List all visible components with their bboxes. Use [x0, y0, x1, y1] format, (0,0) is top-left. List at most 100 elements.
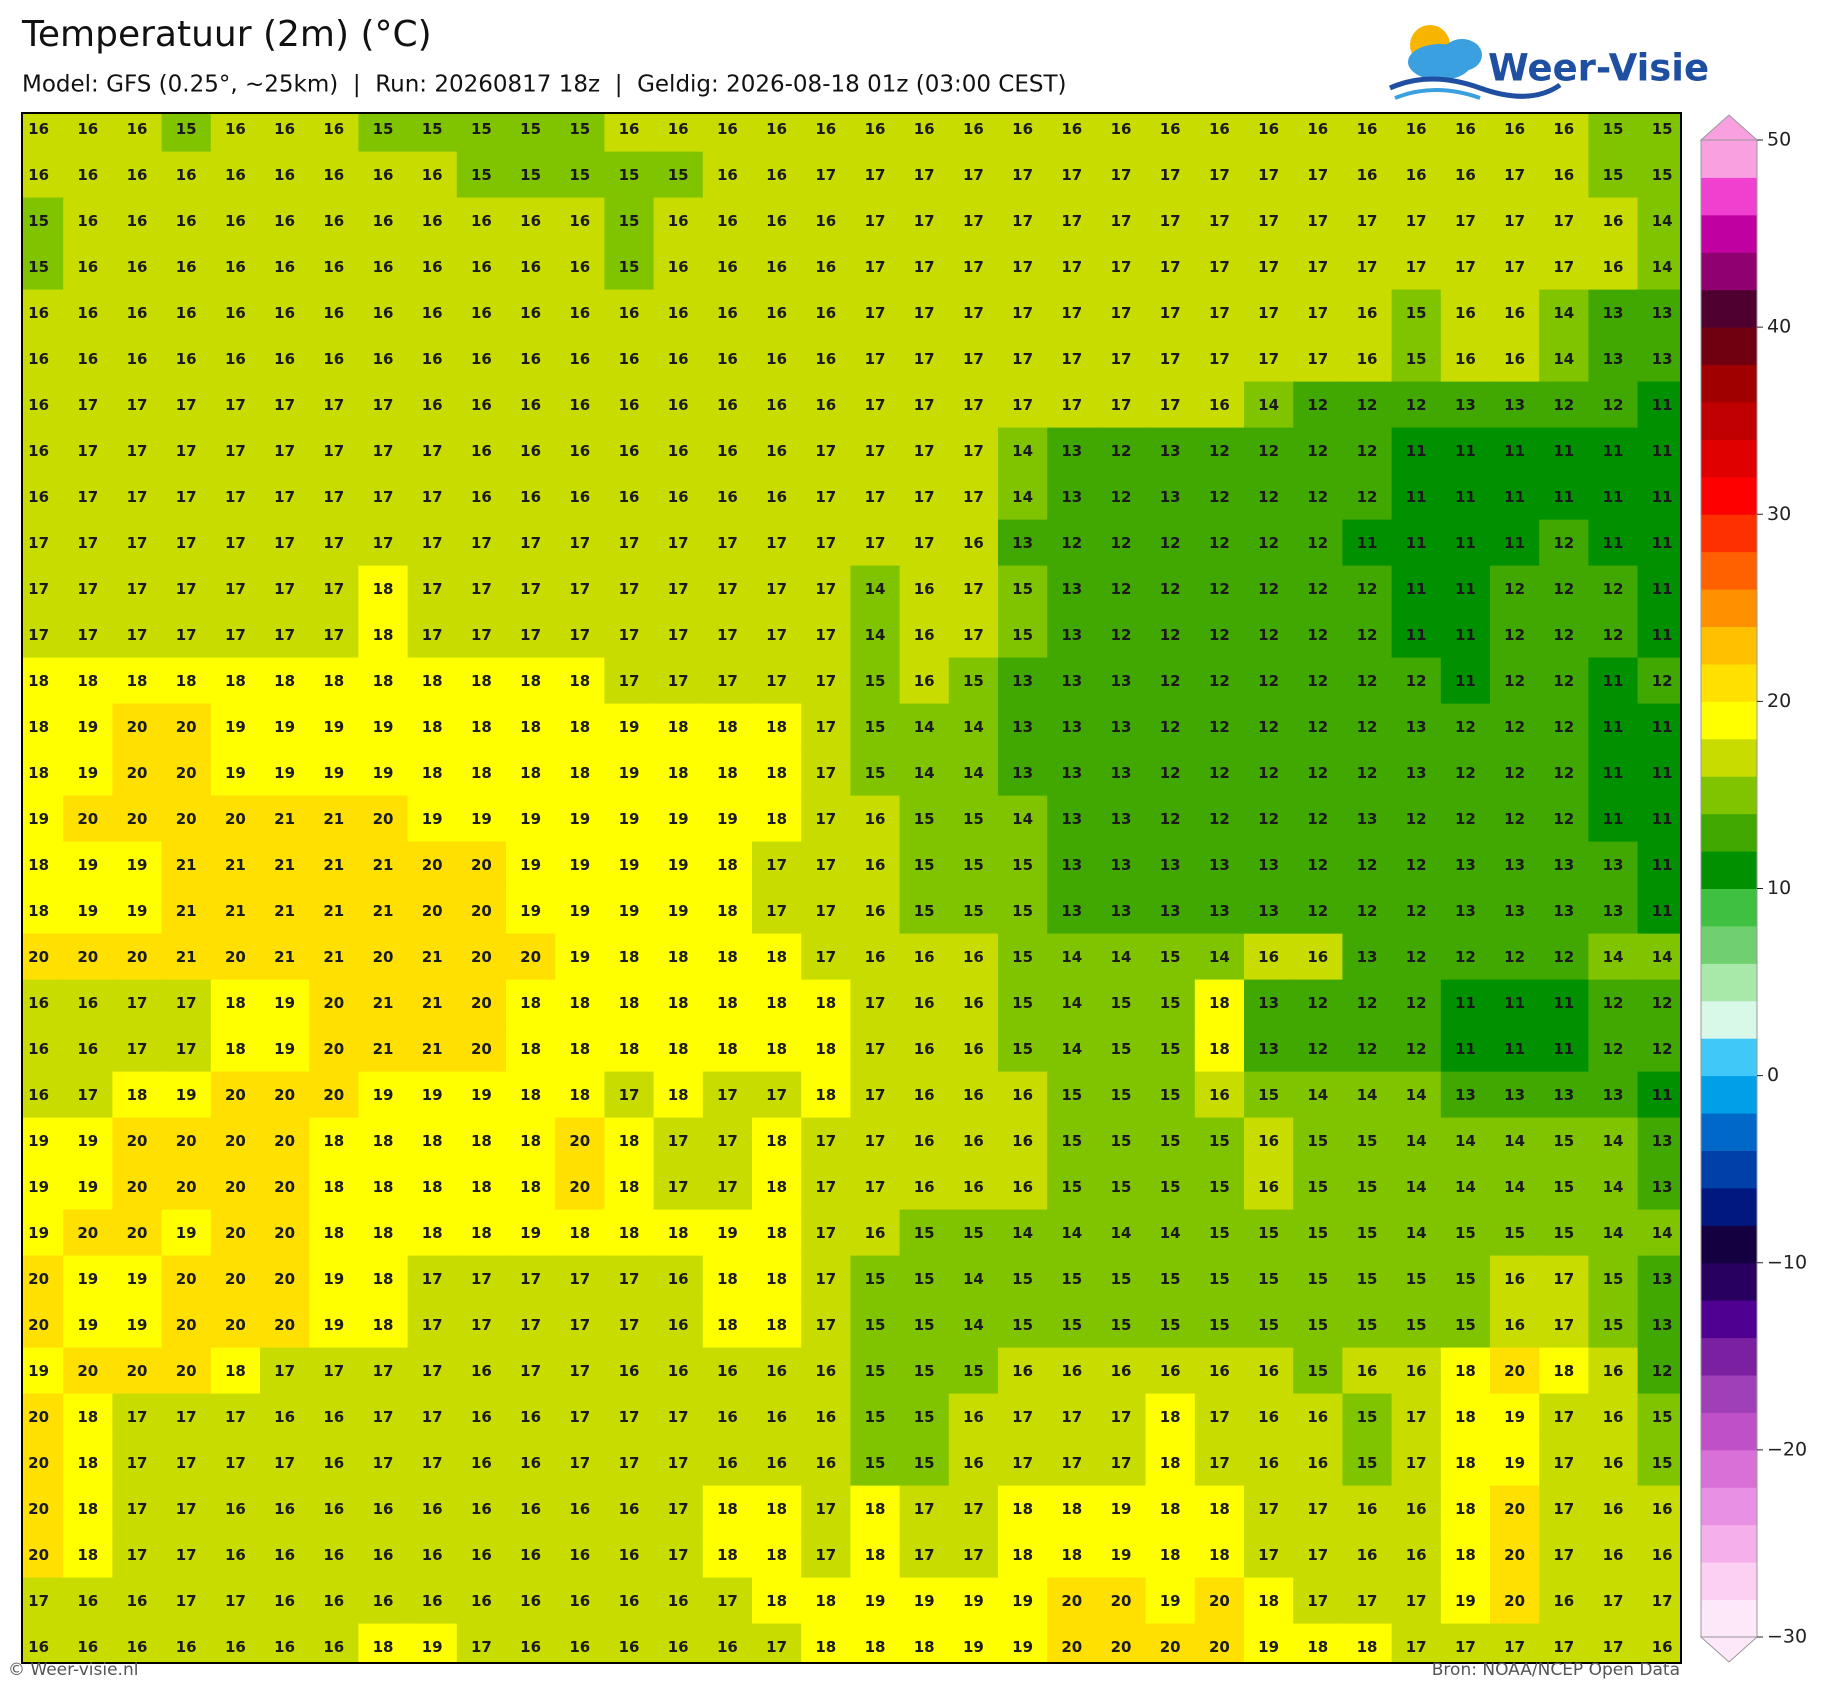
temperature-cell — [1342, 565, 1393, 613]
temperature-value: 13 — [1061, 764, 1082, 782]
temperature-value: 18 — [471, 718, 492, 736]
temperature-value: 15 — [1652, 166, 1673, 184]
temperature-cell — [555, 381, 605, 429]
temperature-value: 16 — [28, 1040, 49, 1058]
temperature-value: 16 — [520, 304, 541, 322]
temperature-value: 17 — [225, 626, 246, 644]
temperature-cell — [161, 381, 212, 429]
temperature-value: 16 — [28, 488, 49, 506]
temperature-cell — [801, 657, 851, 705]
temperature-value: 11 — [1455, 580, 1476, 598]
temperature-value: 12 — [1307, 442, 1328, 460]
temperature-cell — [801, 289, 851, 337]
temperature-value: 17 — [176, 488, 197, 506]
temperature-cell — [260, 427, 310, 475]
temperature-value: 16 — [1012, 1178, 1033, 1196]
temperature-cell — [210, 473, 261, 521]
temperature-cell — [1637, 427, 1681, 475]
temperature-cell — [948, 611, 999, 659]
temperature-value: 17 — [323, 534, 344, 552]
temperature-cell — [22, 749, 64, 797]
temperature-value: 21 — [373, 902, 394, 920]
temperature-value: 19 — [323, 1316, 344, 1334]
temperature-value: 20 — [274, 1316, 295, 1334]
temperature-value: 18 — [619, 1224, 640, 1242]
temperature-value: 17 — [1307, 350, 1328, 368]
temperature-cell — [1539, 519, 1589, 567]
colorbar-band — [1701, 514, 1757, 553]
temperature-value: 15 — [914, 902, 935, 920]
temperature-value: 12 — [1553, 580, 1574, 598]
temperature-value: 12 — [1455, 810, 1476, 828]
temperature-value: 16 — [422, 1500, 443, 1518]
temperature-cell — [22, 427, 64, 475]
temperature-value: 17 — [323, 1362, 344, 1380]
temperature-value: 17 — [619, 1408, 640, 1426]
temperature-value: 15 — [1357, 1270, 1378, 1288]
temperature-value: 21 — [422, 994, 443, 1012]
temperature-cell — [1194, 519, 1245, 567]
title: Temperatuur (2m) (°C) — [21, 14, 432, 55]
temperature-value: 11 — [1406, 488, 1427, 506]
temperature-cell — [260, 749, 310, 797]
temperature-value: 12 — [1209, 488, 1230, 506]
temperature-cell — [309, 611, 359, 659]
temperature-value: 19 — [471, 810, 492, 828]
temperature-cell — [161, 113, 212, 153]
temperature-value: 15 — [471, 120, 492, 138]
temperature-cell — [1244, 611, 1294, 659]
temperature-value: 17 — [225, 442, 246, 460]
temperature-value: 18 — [1455, 1408, 1476, 1426]
temperature-cell — [850, 473, 901, 521]
temperature-value: 18 — [1061, 1546, 1082, 1564]
temperature-value: 16 — [914, 1040, 935, 1058]
temperature-cell — [1194, 151, 1245, 199]
logo-icon — [1388, 25, 1562, 100]
temperature-cell — [1047, 243, 1097, 291]
temperature-cell — [1293, 289, 1343, 337]
temperature-value: 15 — [1307, 1316, 1328, 1334]
temperature-value: 17 — [569, 1270, 590, 1288]
temperature-value: 15 — [1111, 1316, 1132, 1334]
temperature-value: 19 — [1504, 1408, 1525, 1426]
temperature-value: 16 — [1504, 304, 1525, 322]
temperature-cell — [506, 427, 556, 475]
temperature-value: 19 — [668, 810, 689, 828]
temperature-value: 18 — [225, 672, 246, 690]
temperature-value: 11 — [1603, 718, 1624, 736]
temperature-cell — [1293, 113, 1343, 153]
temperature-value: 21 — [323, 948, 344, 966]
temperature-value: 13 — [1111, 810, 1132, 828]
temperature-value: 18 — [471, 1224, 492, 1242]
temperature-value: 12 — [1307, 672, 1328, 690]
temperature-value: 18 — [717, 994, 738, 1012]
temperature-value: 16 — [323, 258, 344, 276]
temperature-value: 15 — [914, 1362, 935, 1380]
temperature-value: 19 — [422, 1638, 443, 1656]
temperature-value: 16 — [914, 948, 935, 966]
temperature-value: 17 — [1406, 258, 1427, 276]
temperature-cell — [653, 703, 704, 751]
temperature-cell — [1194, 381, 1245, 429]
temperature-cell — [702, 243, 753, 291]
temperature-value: 11 — [1406, 534, 1427, 552]
temperature-value: 16 — [520, 1408, 541, 1426]
temperature-value: 16 — [471, 1546, 492, 1564]
temperature-cell — [1391, 151, 1442, 199]
temperature-value: 11 — [1504, 442, 1525, 460]
temperature-value: 17 — [1012, 304, 1033, 322]
temperature-value: 12 — [1209, 580, 1230, 598]
temperature-value: 16 — [274, 1638, 295, 1656]
temperature-value: 17 — [1504, 1638, 1525, 1656]
temperature-value: 20 — [127, 1362, 148, 1380]
temperature-value: 13 — [1061, 488, 1082, 506]
temperature-value: 12 — [1406, 396, 1427, 414]
temperature-value: 18 — [28, 856, 49, 874]
temperature-value: 15 — [963, 902, 984, 920]
temperature-value: 15 — [1652, 120, 1673, 138]
temperature-value: 18 — [373, 580, 394, 598]
temperature-cell — [1391, 381, 1442, 429]
temperature-value: 19 — [865, 1592, 886, 1610]
temperature-value: 16 — [914, 1132, 935, 1150]
temperature-value: 17 — [815, 442, 836, 460]
